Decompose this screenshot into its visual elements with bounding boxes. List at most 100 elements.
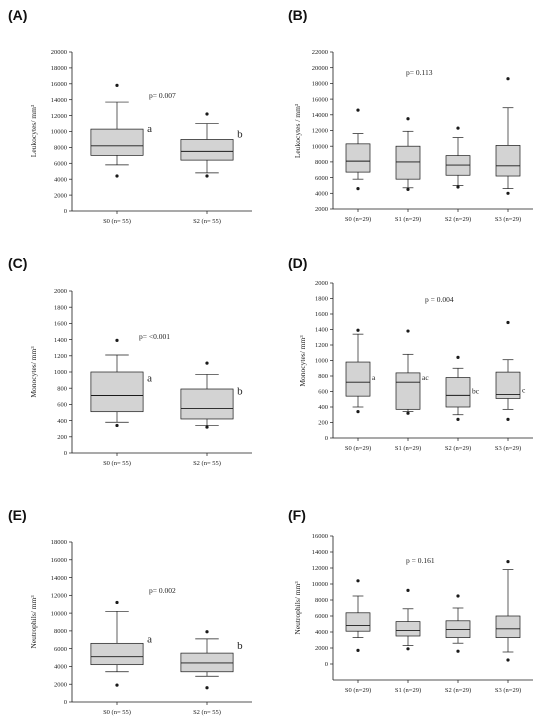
panel-F: (F) 0 2000 4000 6000 8000 10000 12000 14000 16000… [288,507,533,694]
box-E-1: S2 (n= 55) b [180,630,243,716]
y-tick-label: 1200 [54,353,67,360]
y-tick-label: 16000 [51,557,67,564]
y-tick-label: 20000 [312,65,328,72]
outlier-point [115,174,119,178]
p-value: p = 0.004 [425,295,454,304]
box-D-2: S2 (n=29) bc [445,355,480,452]
box-B-3: S3 (n=29) [495,77,521,223]
y-tick-label: 0 [64,699,67,706]
y-tick-label: 8000 [315,597,328,604]
y-tick-label: 2000 [315,280,328,287]
y-tick-label: 20000 [51,49,67,56]
y-tick-label: 16000 [51,81,67,88]
p-value: p = 0.161 [406,556,435,565]
outlier-point [356,648,360,653]
significance-letter: a [147,123,152,135]
outlier-point [456,594,460,598]
y-axis-label: Monocytes/ mm³ [298,335,307,387]
iqr-box [495,615,521,638]
y-tick-label: 400 [318,404,328,411]
y-tick-label: 10000 [51,129,67,136]
significance-letter: ac [422,373,429,382]
y-tick-label: 8000 [54,145,67,152]
box-C-0: S0 (n= 55) a [90,338,152,467]
y-tick-label: 2000 [54,681,67,688]
iqr-box [90,371,144,413]
outlier-point [205,361,209,365]
outlier-point [506,191,510,195]
panel-A: (A) 0 2000 4000 6000 8000 10000 12000 14000 16000… [8,7,252,225]
y-tick-label: 0 [325,435,328,442]
box-B-1: S1 (n=29) [395,117,421,223]
y-tick-label: 12000 [51,113,67,120]
y-tick-label: 6000 [54,161,67,168]
outlier-point [356,579,360,583]
y-axis-label: Monocytes/ mm³ [29,346,38,398]
outlier-point [456,417,460,421]
box-F-2: S2 (n=29) [445,594,471,694]
p-value: p= 0.113 [406,68,433,77]
y-tick-label: 600 [57,402,67,409]
iqr-box [90,642,144,666]
significance-letter: b [237,640,243,652]
y-tick-label: 600 [318,389,328,396]
y-tick-label: 16000 [312,96,328,103]
y-tick-label: 22000 [312,49,328,56]
y-tick-label: 12000 [51,593,67,600]
x-tick-label: S0 (n=29) [345,216,371,223]
y-tick-label: 10000 [312,581,328,588]
panel-label: (F) [288,507,306,523]
y-tick-label: 0 [64,208,67,215]
outlier-point [115,600,119,605]
y-tick-label: 2000 [315,645,328,652]
x-tick-label: S0 (n= 55) [103,460,131,467]
y-tick-label: 10000 [51,610,67,617]
box-D-0: S0 (n=29) a [345,328,376,452]
panel-B: (B) 2000 4000 6000 8000 10000 12000 14000 16000 1… [288,7,533,223]
panel-C: (C) 0 200 400 600 800 1000 1200 1400 1600 1800 2000… [8,255,252,467]
y-tick-label: 1000 [54,369,67,376]
significance-letter: b [237,385,243,397]
outlier-point [115,683,119,687]
y-tick-label: 400 [57,418,67,425]
outlier-point [115,338,119,343]
y-tick-label: 1200 [315,342,328,349]
x-tick-label: S2 (n= 55) [193,460,221,467]
y-tick-label: 18000 [312,81,328,88]
y-tick-label: 800 [57,385,67,392]
x-tick-label: S1 (n=29) [395,445,421,452]
y-tick-label: 2000 [54,192,67,199]
y-tick-label: 18000 [51,65,67,72]
iqr-box [495,371,521,399]
p-value: p= 0.002 [149,586,176,595]
box-F-3: S3 (n=29) [495,560,521,694]
y-tick-label: 1800 [54,304,67,311]
outlier-point [115,423,119,428]
outlier-point [205,112,209,116]
y-tick-label: 4000 [54,664,67,671]
y-tick-label: 14000 [51,575,67,582]
x-tick-label: S2 (n=29) [445,687,471,694]
outlier-point [456,126,460,130]
x-tick-label: S3 (n=29) [495,687,521,694]
y-tick-label: 8000 [315,159,328,166]
outlier-point [506,560,510,564]
significance-letter: bc [472,386,480,395]
outlier-point [115,83,119,87]
y-tick-label: 16000 [312,533,328,540]
y-tick-label: 0 [64,450,67,457]
x-tick-label: S0 (n= 55) [103,709,131,716]
x-tick-label: S2 (n= 55) [193,218,221,225]
y-tick-label: 8000 [54,628,67,635]
outlier-point [356,328,360,332]
x-tick-label: S2 (n=29) [445,216,471,223]
outlier-point [406,117,410,121]
y-tick-label: 14000 [51,97,67,104]
box-B-2: S2 (n=29) [445,126,471,223]
x-tick-label: S0 (n=29) [345,687,371,694]
y-tick-label: 10000 [312,143,328,150]
box-A-0: S0 (n= 55) a [90,83,152,225]
box-B-0: S0 (n=29) [345,108,371,223]
y-tick-label: 1400 [315,327,328,334]
x-tick-label: S3 (n=29) [495,216,521,223]
